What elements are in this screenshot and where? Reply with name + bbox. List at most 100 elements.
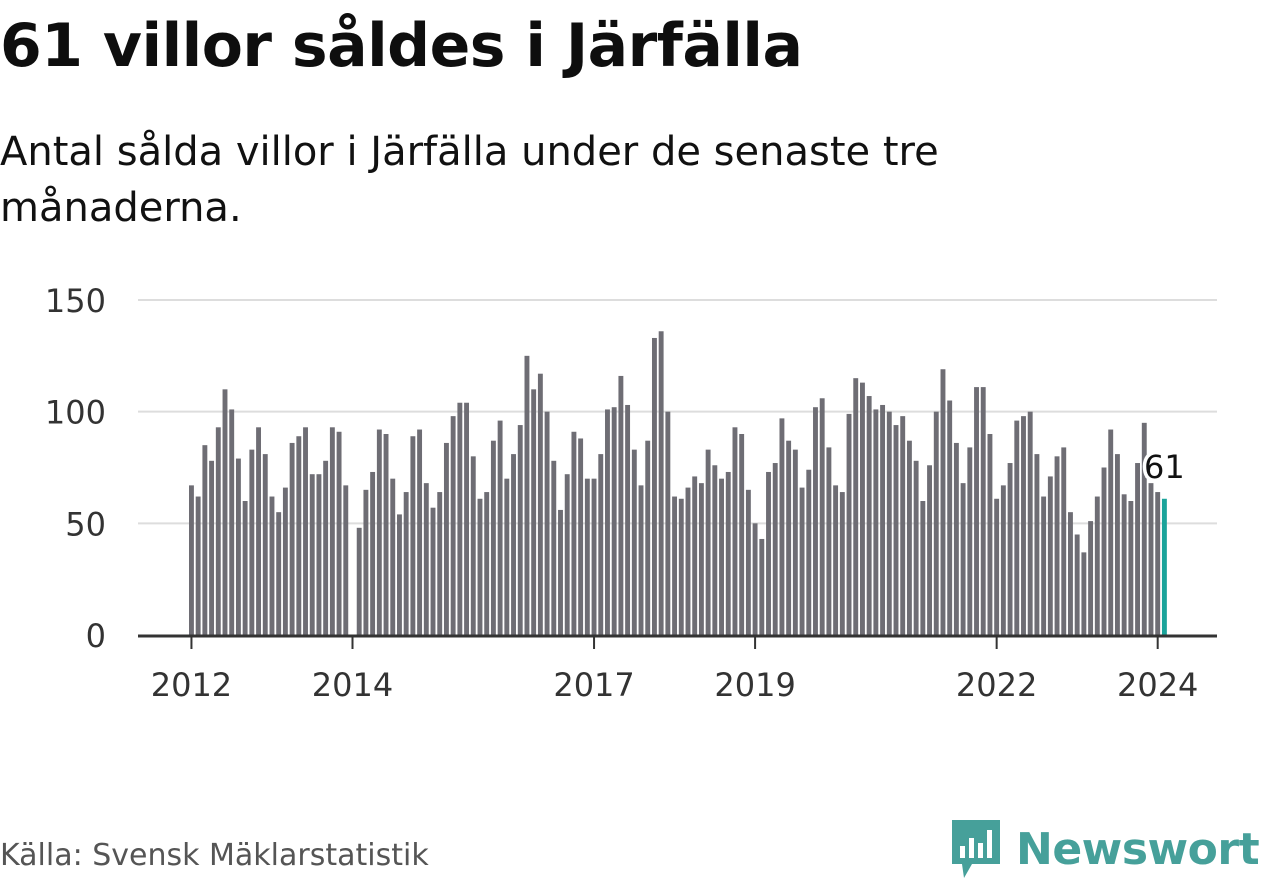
bar [846,413,852,635]
bar [189,485,194,635]
bar [202,445,208,635]
bar [558,509,563,635]
bar [229,409,235,635]
bar [960,483,966,635]
bar [772,463,778,635]
x-tick-label: 2022 [956,666,1037,704]
x-tick-label: 2017 [553,666,634,704]
x-tick-label: 2019 [714,666,795,704]
bar [880,404,886,635]
bar [786,440,792,635]
bar [457,402,463,635]
bar [262,454,268,635]
bar [947,400,953,635]
bar [967,447,973,635]
brand-name: Newsworthy [1016,823,1262,875]
bar [256,427,261,635]
bar [356,527,362,635]
bar [276,512,282,635]
bar [584,478,590,635]
bar [678,498,684,635]
bar [303,427,308,635]
bar-chart-logo-icon [952,820,1000,878]
y-tick-label: 150 [45,282,106,320]
bar [1114,454,1120,635]
bar [725,471,731,635]
bar [370,471,376,635]
bar [1128,501,1134,635]
bar [1074,534,1080,635]
bar [719,478,724,635]
bar [591,478,597,635]
bar [927,465,932,635]
bar [490,440,496,635]
bar [645,440,651,635]
bar [282,487,288,635]
bar [605,409,610,635]
bar [410,436,416,635]
bar [698,483,704,635]
bar [739,434,745,635]
bar [329,427,335,635]
bar [665,411,671,635]
bar [517,425,523,635]
bar [1141,422,1147,635]
bar [195,496,201,635]
bar [1155,492,1161,635]
newsworthy-logo: Newsworthy [950,818,1262,880]
bar [1148,483,1154,635]
bar [511,454,516,635]
bar [745,489,751,635]
bar [1007,463,1013,635]
bar [417,429,423,635]
bar [390,478,396,635]
bar [625,404,631,635]
bar [866,396,872,635]
bar [383,434,389,635]
bar [813,407,818,635]
bar [551,460,557,635]
bar [242,501,248,635]
bar [423,483,429,635]
bar [860,382,865,635]
bar [470,456,476,635]
bar [235,458,241,635]
bar [900,416,906,635]
bar [316,474,322,635]
bar [497,420,503,635]
bar [685,487,691,635]
bar [1101,467,1107,635]
bar [571,431,577,635]
y-tick-label: 100 [45,394,106,432]
bar [289,442,295,635]
bar [618,375,624,635]
bar [1034,454,1040,635]
bar [430,507,436,635]
bar [886,411,892,635]
bar [1094,496,1100,635]
bar [994,498,1000,635]
chart-title: 61 villor såldes i Järfälla [0,11,803,81]
bar [1108,429,1114,635]
chart-subtitle: Antal sålda villor i Järfälla under de s… [0,129,939,231]
bar [651,337,657,635]
bar [564,474,570,635]
bar [450,416,456,635]
bar [1027,411,1033,635]
bar [759,538,765,635]
bar [598,454,604,635]
bar [1041,496,1047,635]
bar [752,523,758,635]
bar [913,460,919,635]
bar [504,478,510,635]
bar [980,387,986,635]
bar [296,436,302,635]
bar [792,449,798,635]
bar [933,411,939,635]
y-tick-label: 50 [65,505,106,543]
bar [766,471,771,635]
bar [692,476,698,635]
bar [1161,498,1167,635]
bar [826,447,832,635]
bar [376,429,382,635]
